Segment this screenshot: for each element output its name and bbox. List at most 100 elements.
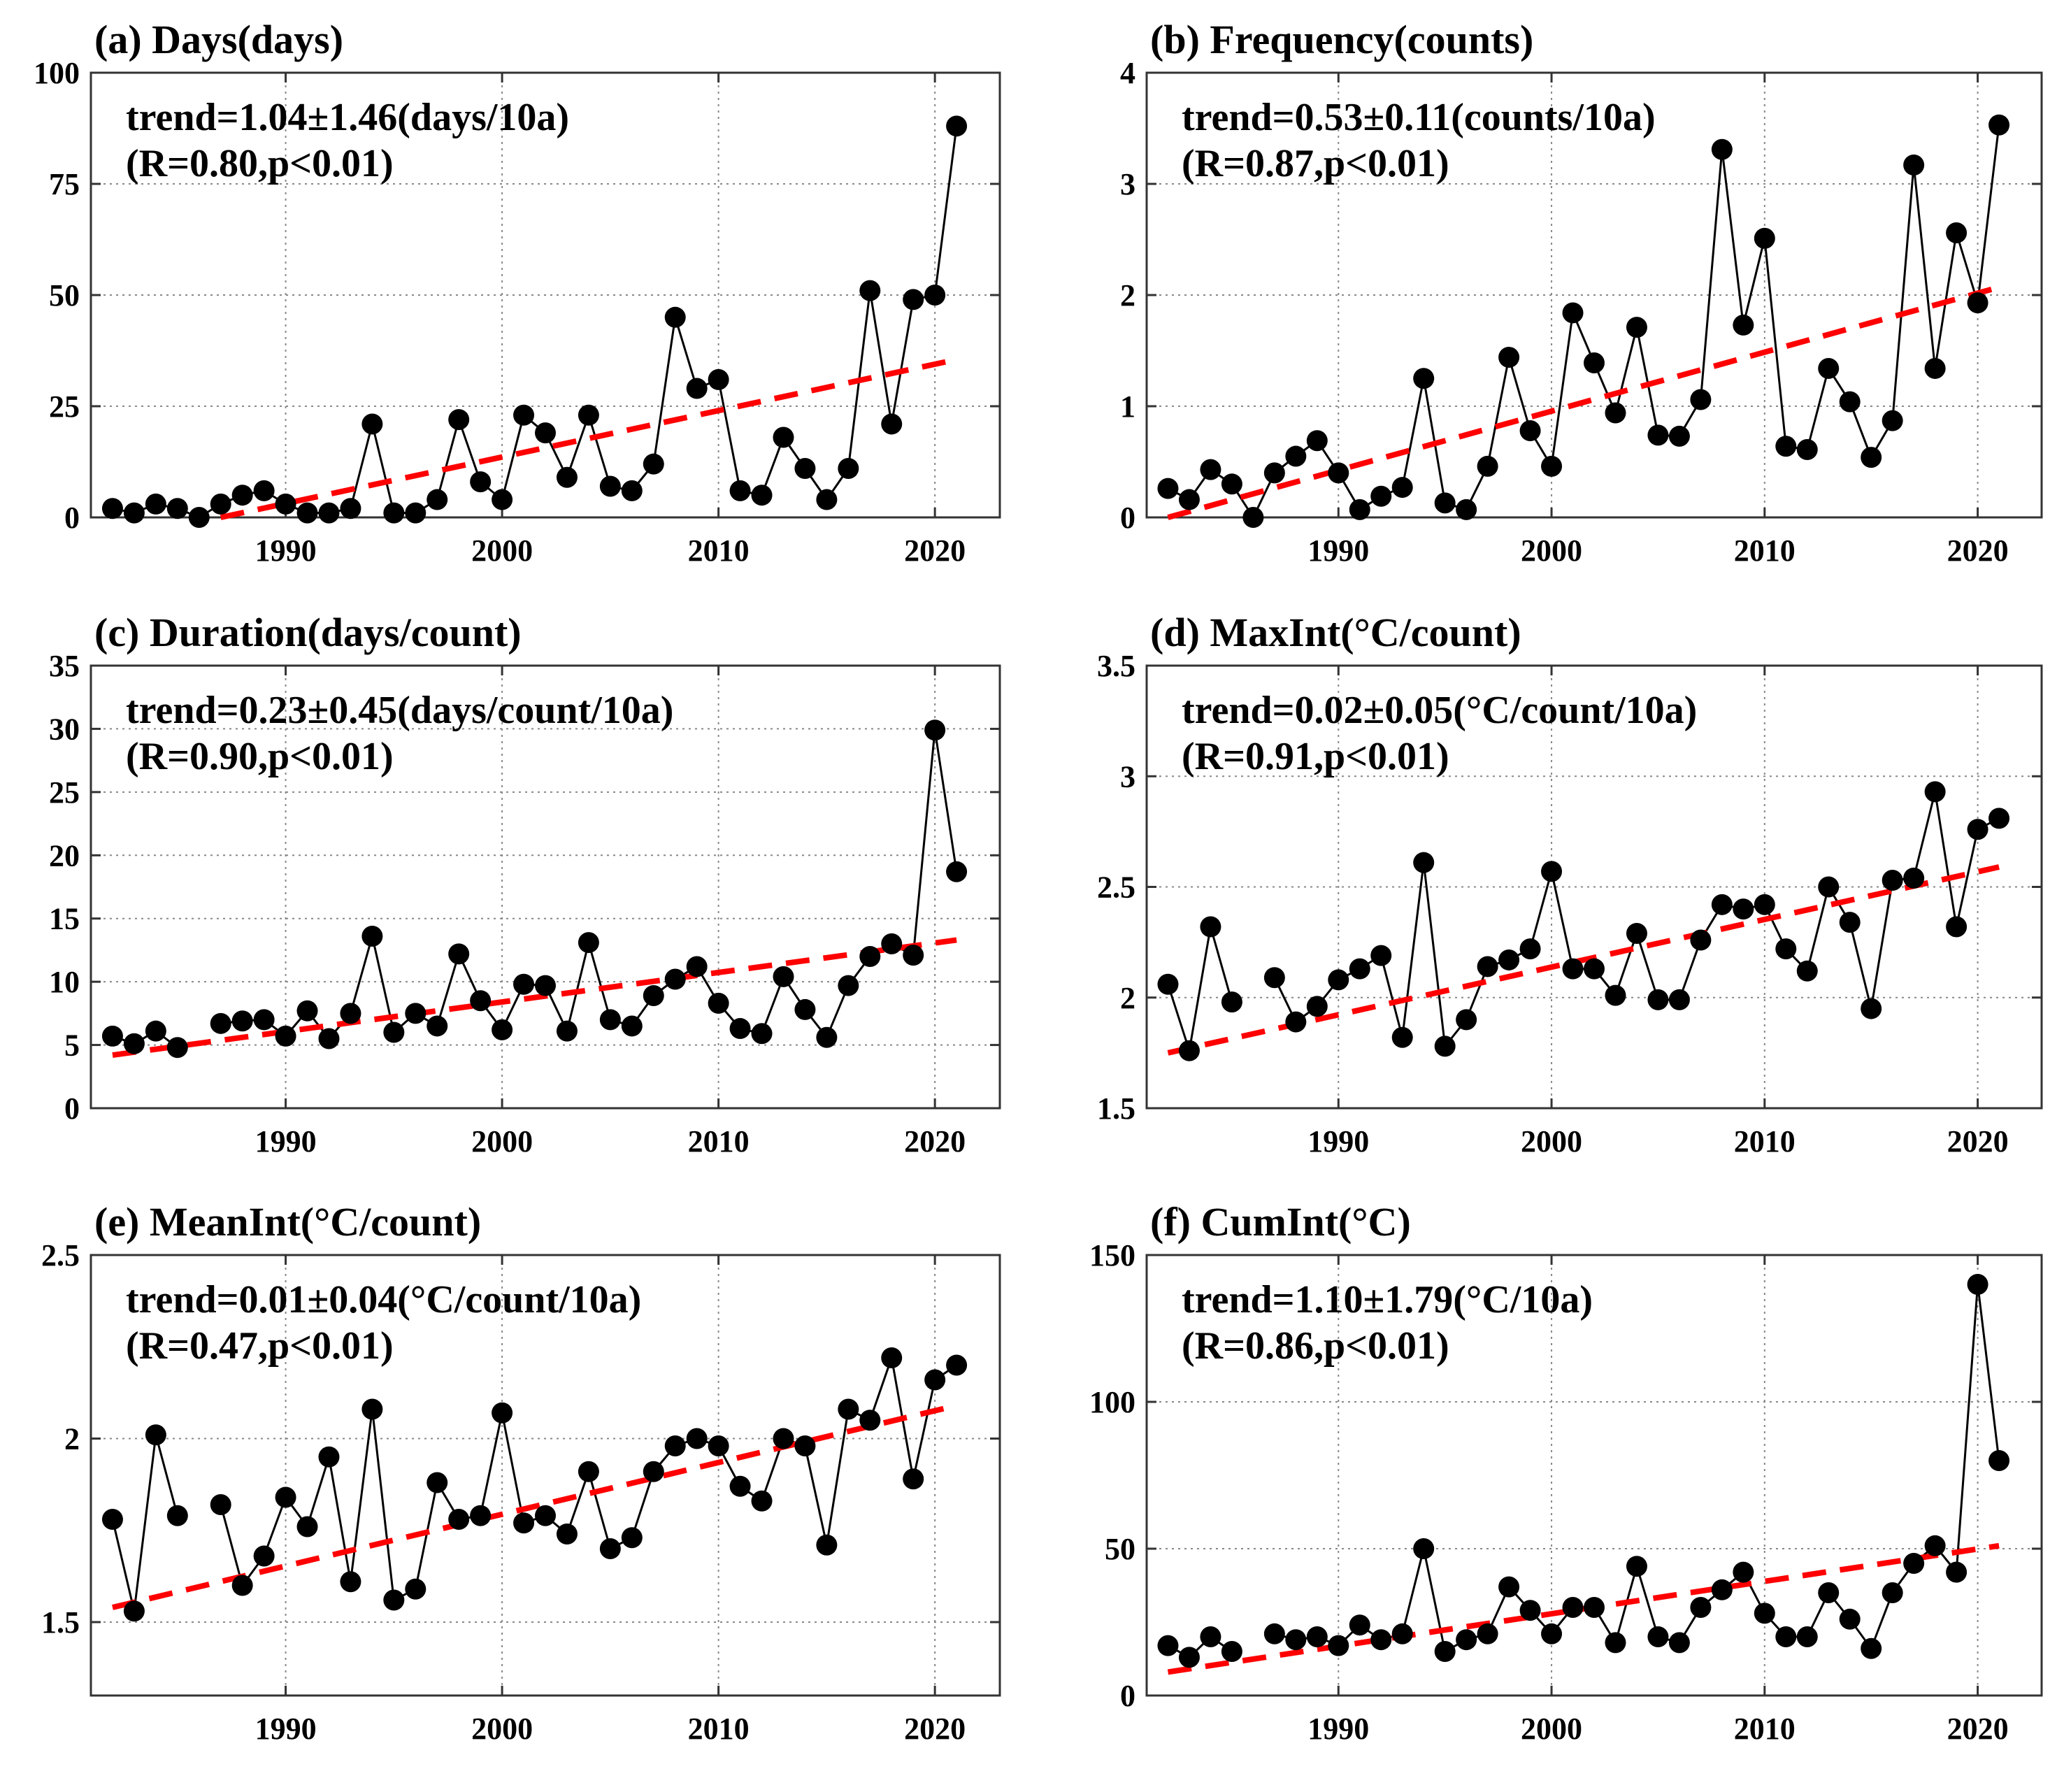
data-point <box>361 413 383 435</box>
data-point <box>1754 227 1775 249</box>
y-tick-label: 100 <box>1089 1385 1135 1419</box>
y-tick-label: 2.5 <box>1097 870 1135 905</box>
x-tick-label: 1990 <box>255 533 317 568</box>
data-point <box>1584 958 1605 980</box>
data-point <box>1562 1597 1584 1618</box>
data-point <box>1413 852 1435 873</box>
panel-a: 1990 2000 2010 2020 0 25 50 75 100 (a) Days(days)… <box>34 17 1001 568</box>
data-point <box>751 1490 773 1512</box>
data-point <box>881 413 903 435</box>
x-tick-label: 2020 <box>1947 1712 2009 1746</box>
data-point <box>903 1468 924 1490</box>
data-point <box>145 1020 166 1042</box>
axes-frame-f <box>1145 1254 2043 1697</box>
data-point <box>1818 1582 1840 1603</box>
x-tick-label: 2000 <box>1521 533 1582 568</box>
data-point <box>1242 507 1264 528</box>
data-point <box>448 409 470 431</box>
data-point <box>708 368 729 390</box>
data-point <box>253 480 275 501</box>
stats-annotation-b: (R=0.87,p<0.01) <box>1182 142 1449 185</box>
data-point <box>383 502 405 524</box>
data-point <box>1647 424 1669 446</box>
data-point <box>1200 1626 1221 1647</box>
data-point <box>448 1509 470 1530</box>
y-tick-label: 25 <box>49 775 80 810</box>
trend-line-c <box>112 937 957 1059</box>
data-point <box>1200 916 1221 938</box>
data-point <box>1370 945 1392 966</box>
data-point <box>166 498 188 519</box>
data-point <box>1519 938 1541 960</box>
x-tick-label: 2000 <box>1521 1712 1582 1746</box>
trend-annotation-d: trend=0.02±0.05(°C/count/10a) <box>1182 689 1697 732</box>
data-point <box>1157 1635 1179 1656</box>
data-point <box>1733 898 1754 920</box>
y-tick-label: 15 <box>49 902 80 936</box>
data-point <box>1882 1582 1903 1603</box>
data-point <box>1157 973 1179 995</box>
data-point <box>1391 1026 1413 1048</box>
data-point <box>946 861 968 882</box>
data-point <box>448 943 470 965</box>
y-tick-label: 1.5 <box>1097 1091 1135 1126</box>
panel-f: 1990 2000 2010 2020 0 50 100 150 (f) CumInt(°C) t… <box>1089 1199 2043 1746</box>
data-point <box>1498 1576 1520 1598</box>
x-tick-label: 2020 <box>1947 1124 2009 1159</box>
data-point <box>881 933 903 954</box>
data-point <box>1221 473 1242 495</box>
data-point <box>361 926 383 947</box>
y-tick-label: 0 <box>64 501 80 535</box>
data-point <box>794 458 816 480</box>
data-point <box>1605 984 1626 1006</box>
data-point <box>1541 1623 1563 1644</box>
trend-annotation-a: trend=1.04±1.46(days/10a) <box>126 96 569 139</box>
y-tick-label: 10 <box>49 965 80 999</box>
data-point <box>729 1475 751 1497</box>
data-point <box>578 1461 599 1482</box>
data-point <box>253 1009 275 1031</box>
data-point <box>210 1494 231 1515</box>
data-point <box>686 956 708 977</box>
data-point <box>1306 996 1328 1017</box>
y-tick-label: 2 <box>64 1422 80 1456</box>
data-point <box>1796 1626 1818 1647</box>
data-point <box>1796 960 1818 982</box>
y-tick-label: 0 <box>1120 1679 1135 1713</box>
data-point <box>1178 1040 1200 1061</box>
x-tick-label: 1990 <box>1307 1712 1369 1746</box>
data-point <box>729 1018 751 1040</box>
data-point <box>794 998 816 1020</box>
y-tick-label: 30 <box>49 712 80 746</box>
y-tick-label: 25 <box>49 389 80 424</box>
data-point <box>859 945 881 967</box>
data-point <box>1370 1629 1392 1651</box>
data-point <box>405 1578 427 1600</box>
data-point <box>621 1015 643 1037</box>
x-tick-label: 2000 <box>1521 1124 1582 1159</box>
y-tick-label: 5 <box>64 1028 80 1063</box>
data-point <box>1349 1614 1370 1636</box>
panel-c: 1990 2000 2010 2020 0 5 10 15 20 25 30 35 (c) Durati… <box>49 610 1001 1159</box>
data-point <box>1861 998 1882 1019</box>
data-point <box>145 493 166 515</box>
trend-line-b <box>1167 285 2000 520</box>
data-point <box>340 1571 361 1593</box>
data-point <box>1178 489 1200 510</box>
data-point <box>1456 499 1477 520</box>
x-tick-label: 1990 <box>255 1712 317 1746</box>
data-point <box>1903 867 1925 889</box>
data-point <box>1754 894 1775 915</box>
stats-annotation-c: (R=0.90,p<0.01) <box>126 735 394 778</box>
series-line-a <box>112 126 958 519</box>
stats-annotation-a: (R=0.80,p<0.01) <box>126 142 394 185</box>
data-point <box>1285 1011 1307 1033</box>
data-point <box>643 453 664 475</box>
data-point <box>1818 357 1840 379</box>
x-tick-label: 2020 <box>904 533 966 568</box>
data-point <box>1477 1623 1498 1644</box>
data-point <box>556 1524 578 1544</box>
data-point <box>1988 114 2010 136</box>
data-point <box>1818 876 1840 898</box>
